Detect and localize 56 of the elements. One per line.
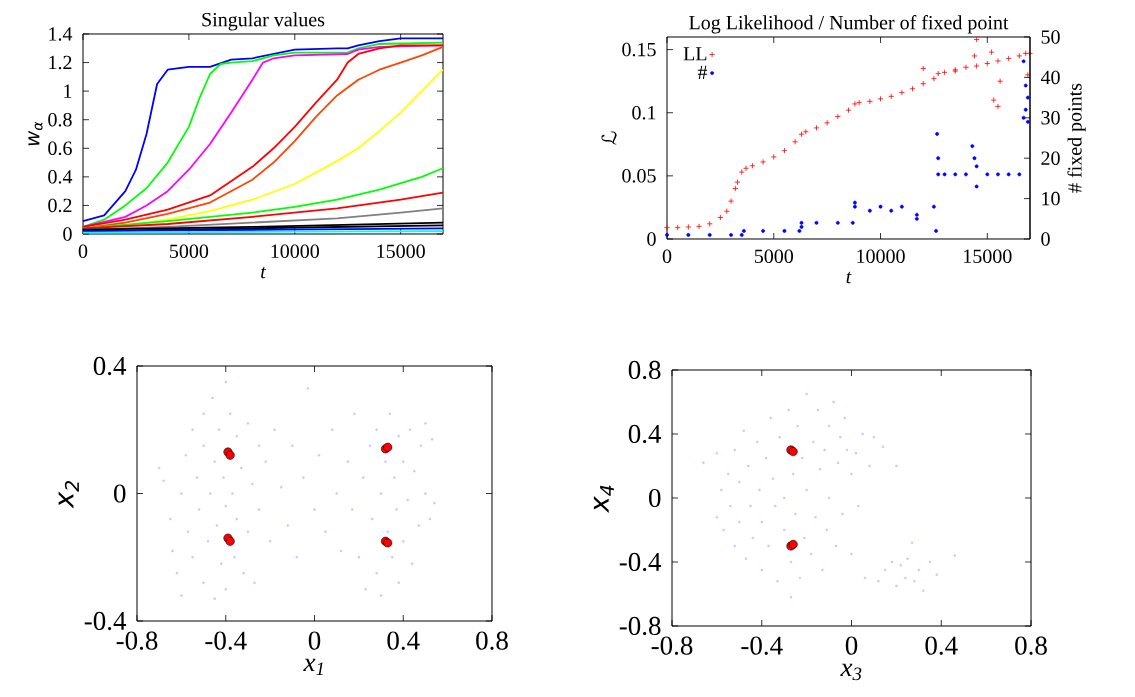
y-tick-label: 0.4 [93,356,127,376]
y-tick-label: 0.4 [628,424,662,444]
x-tick-label: -0.4 [205,631,247,650]
y2-tick-label: 0 [1041,232,1050,246]
y-tick-label: 0 [647,232,656,246]
x-tick-label: 0.4 [925,636,958,655]
x-tick-label: 15000 [377,244,425,259]
x-axis-title: t [846,271,852,284]
x-tick-label: -0.4 [741,636,783,655]
x-tick-label: 0 [845,636,858,655]
x-tick-label: 10000 [857,249,905,264]
y2-tick-label: 10 [1042,191,1060,206]
y-tick-label: 0 [114,484,126,503]
y-tick-label: 1 [64,84,72,98]
x-tick-label: 15000 [964,249,1012,264]
y-tick-label: 0.8 [628,360,661,380]
y-tick-label: 0.05 [622,169,656,183]
x-tick-label: 0 [78,244,88,259]
x-axis-title: t [261,266,267,279]
x-tick-label: -0.8 [116,631,158,650]
y-tick-label: 0.6 [48,141,72,156]
x-tick-label: 0.4 [387,631,420,650]
y-tick-label: 0 [649,488,661,508]
chart-title: Singular values [202,12,325,31]
y-axis-title: ℒ [601,131,617,145]
y2-tick-label: 50 [1041,30,1060,44]
y-axis-title: w$_{α}$ [28,121,43,146]
x-tick-label: 10000 [271,244,319,259]
y2-tick-label: 20 [1041,151,1060,165]
x-tick-label: 5000 [170,244,209,259]
y2-axis-title: # fixed points [1067,83,1086,193]
y-tick-label: 0.4 [48,170,73,184]
y-tick-label: 0.8 [48,112,72,127]
legend-label: # [697,65,708,79]
chart-title: Log Likelihood / Number of fixed point [689,15,1009,34]
x-tick-label: 0 [308,631,321,650]
y-tick-label: 0 [63,227,72,241]
y-tick-label: 0.1 [632,105,656,120]
legend-label: LL [683,47,707,61]
y-axis-title: x$_{4}$ [593,485,614,513]
x-axis-title: x$_{1}$ [303,658,323,676]
x-tick-label: 0.8 [1015,636,1047,655]
y-tick-label: -0.8 [619,616,661,636]
y-axis-title: x$_{2}$ [58,480,79,509]
y-tick-label: 1.4 [49,27,73,41]
y-tick-label: 0.15 [622,42,656,57]
y2-tick-label: 30 [1041,111,1060,125]
y2-tick-label: 40 [1040,70,1060,85]
x-tick-label: 0 [662,249,672,264]
y-tick-label: 1.2 [49,55,72,70]
y-tick-label: -0.4 [619,552,662,572]
y-tick-label: 0.2 [48,198,72,213]
x-axis-title: x$_{3}$ [840,663,862,681]
y-tick-label: -0.4 [84,611,127,631]
x-tick-label: 5000 [754,249,794,264]
x-tick-label: 0.8 [476,631,508,650]
